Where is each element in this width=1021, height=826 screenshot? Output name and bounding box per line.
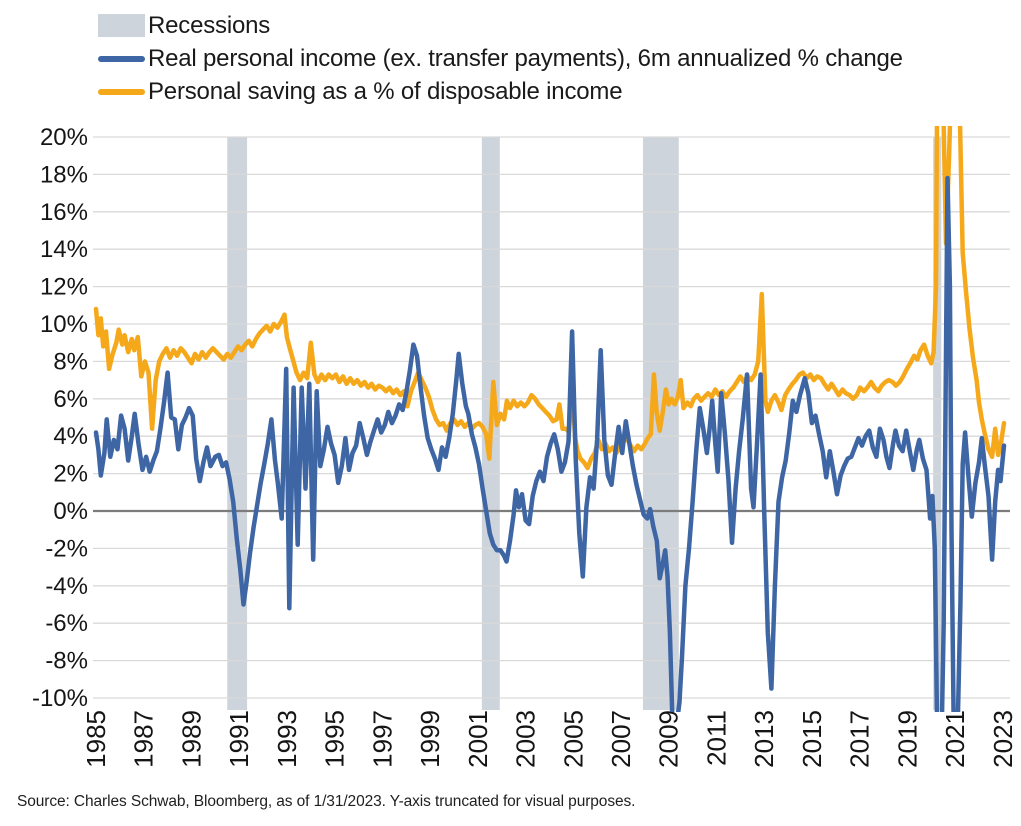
y-axis-label: -4% — [45, 573, 88, 600]
x-axis-label: 1991 — [224, 710, 254, 768]
y-axis-label: -2% — [45, 535, 88, 562]
x-axis-label: 1997 — [367, 710, 397, 768]
y-axis-label: -6% — [45, 610, 88, 637]
x-axis-label: 2013 — [749, 710, 779, 768]
y-axis-label: 6% — [53, 386, 88, 413]
recession-band — [227, 137, 248, 710]
chart-legend: Recessions Real personal income (ex. tra… — [98, 13, 903, 112]
y-axis-label: -10% — [32, 685, 88, 712]
x-axis-label: 2021 — [940, 710, 970, 768]
legend-label-saving: Personal saving as a % of disposable inc… — [148, 77, 623, 105]
y-axis-label: 18% — [40, 161, 88, 188]
y-axis-label: 2% — [53, 461, 88, 488]
x-axis-label: 2009 — [654, 710, 684, 768]
x-axis-label: 2011 — [701, 710, 731, 766]
x-axis-label: 2001 — [463, 710, 493, 768]
income-line — [93, 175, 1007, 712]
x-axis-label: 2007 — [606, 710, 636, 768]
legend-label-recessions: Recessions — [148, 11, 271, 39]
y-axis-label: 0% — [53, 498, 88, 525]
x-axis-label: 2017 — [845, 710, 875, 768]
x-axis-label: 1987 — [129, 710, 159, 768]
y-axis-label: 14% — [40, 236, 88, 263]
y-axis-label: 10% — [40, 311, 88, 338]
recession-swatch-icon — [98, 14, 145, 37]
y-axis-label: 4% — [53, 423, 88, 450]
y-axis-label: 8% — [53, 348, 88, 375]
x-axis-label: 2019 — [892, 710, 922, 768]
y-axis-label: 20% — [40, 124, 88, 151]
x-axis-label: 2005 — [558, 710, 588, 768]
x-axis-label: 1989 — [176, 710, 206, 768]
x-axis-label: 2023 — [988, 710, 1018, 768]
legend-item-income: Real personal income (ex. transfer payme… — [98, 46, 903, 71]
y-axis-label: 16% — [40, 199, 88, 226]
recession-band — [933, 137, 942, 710]
x-axis-label: 2015 — [797, 710, 827, 768]
x-axis-label: 1993 — [272, 710, 302, 768]
source-note: Source: Charles Schwab, Bloomberg, as of… — [17, 793, 636, 810]
saving-line — [93, 126, 1007, 471]
income-line-swatch-icon — [98, 55, 145, 62]
legend-label-income: Real personal income (ex. transfer payme… — [148, 44, 903, 72]
x-axis-label: 1995 — [320, 710, 350, 768]
legend-item-recessions: Recessions — [98, 13, 903, 38]
x-axis-label: 2003 — [511, 710, 541, 768]
saving-line-swatch-icon — [98, 88, 145, 95]
x-axis-label: 1999 — [415, 710, 445, 768]
y-axis-label: 12% — [40, 274, 88, 301]
y-axis-label: -8% — [45, 648, 88, 675]
x-axis-label: 1985 — [81, 710, 111, 768]
legend-item-saving: Personal saving as a % of disposable inc… — [98, 79, 903, 104]
